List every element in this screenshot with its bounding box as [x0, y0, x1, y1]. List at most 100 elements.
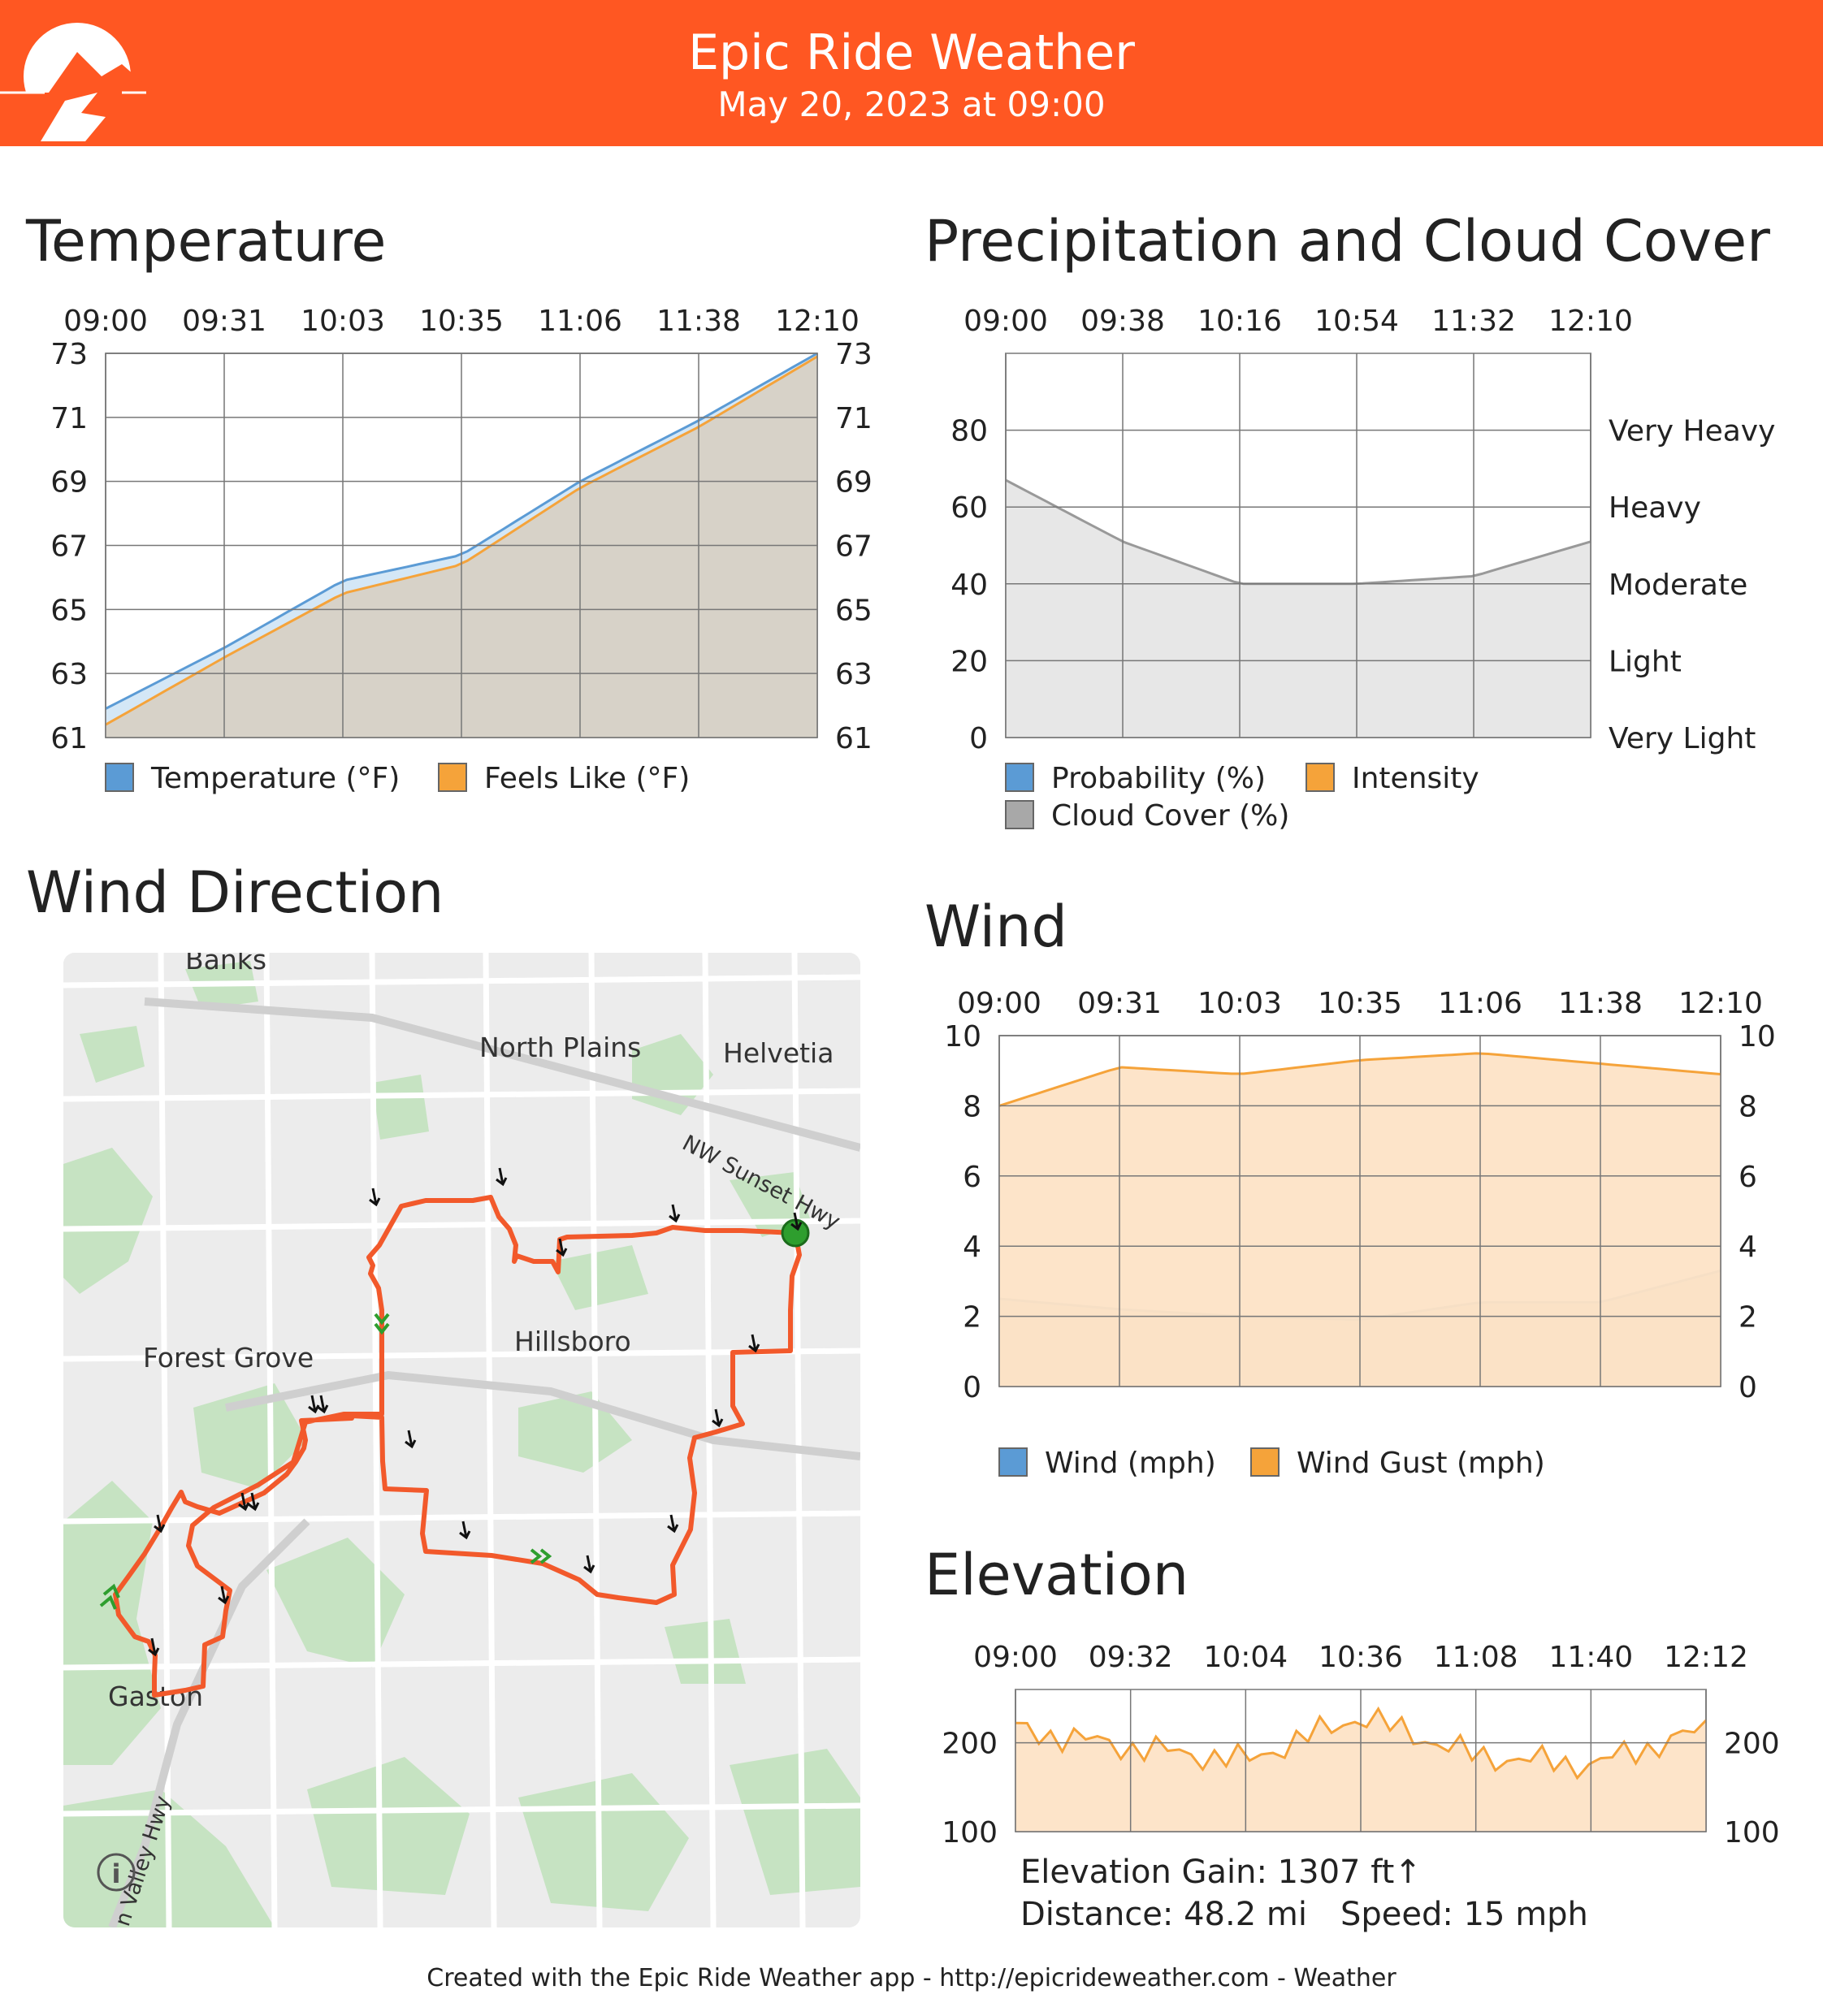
y-tick-label: 71: [50, 402, 88, 435]
map-label-banks: Banks: [185, 953, 266, 976]
x-tick-label: 10:36: [1319, 1641, 1403, 1674]
x-tick-label: 10:54: [1314, 305, 1399, 338]
logo-icon: [0, 23, 154, 141]
tailwind-chevron-icons: [99, 1313, 552, 1610]
legend-label: Wind Gust (mph): [1297, 1447, 1545, 1480]
y-tick-label: 60: [950, 491, 988, 525]
y-tick-label: 67: [50, 530, 88, 564]
x-tick-label: 12:10: [1678, 987, 1763, 1020]
legend-swatch: [1250, 1447, 1280, 1477]
wind-chart: 09:00 09:31 10:03 10:35 11:06 11:38 12:10 0 0 2 2 4…: [944, 987, 1776, 1480]
y-right-tick-label: 65: [835, 594, 873, 627]
legend-label: Cloud Cover (%): [1051, 799, 1289, 833]
footer-credit: Created with the Epic Ride Weather app -…: [427, 1964, 1396, 1992]
legend-label: Temperature (°F): [150, 762, 400, 795]
legend-swatch: [438, 763, 467, 792]
y-tick-label: 69: [50, 466, 88, 500]
y-right-label: Very Light: [1609, 722, 1756, 755]
y-tick-label: 73: [50, 338, 88, 371]
x-tick-label: 09:00: [957, 987, 1041, 1020]
x-tick-label: 09:31: [1077, 987, 1162, 1020]
y-right-label: Light: [1609, 645, 1682, 678]
legend-swatch: [1005, 763, 1034, 792]
y-right-tick-label: 4: [1739, 1231, 1757, 1264]
x-tick-label: 10:16: [1197, 305, 1282, 338]
y-tick-label: 4: [963, 1231, 981, 1264]
y-right-tick-label: 8: [1739, 1090, 1757, 1123]
temperature-title: Temperature: [26, 208, 387, 275]
route-line[interactable]: [113, 1195, 802, 1698]
x-tick-label: 12:10: [775, 305, 860, 338]
ride-speed: Speed: 15 mph: [1340, 1896, 1588, 1933]
route-map[interactable]: Banks North Plains Helvetia NW Sunset Hw…: [63, 953, 860, 1927]
x-tick-label: 10:35: [419, 305, 504, 338]
y-tick-label: 200: [942, 1728, 998, 1761]
y-tick-label: 100: [942, 1816, 998, 1849]
x-tick-label: 09:00: [963, 305, 1048, 338]
y-tick-label: 40: [950, 569, 988, 602]
y-right-tick-label: 10: [1739, 1020, 1776, 1053]
y-tick-label: 0: [963, 1371, 981, 1404]
wind-direction-title: Wind Direction: [26, 859, 444, 926]
y-right-tick-label: 100: [1724, 1816, 1780, 1849]
y-tick-label: 6: [963, 1161, 981, 1194]
x-tick-label: 09:32: [1089, 1641, 1173, 1674]
y-tick-label: 61: [50, 722, 88, 755]
y-right-tick-label: 71: [835, 402, 873, 435]
y-tick-label: 0: [969, 722, 988, 755]
legend-swatch: [998, 1447, 1028, 1477]
x-tick-label: 10:03: [1197, 987, 1282, 1020]
series-area-2: [1006, 480, 1591, 738]
x-tick-label: 09:00: [63, 305, 148, 338]
x-tick-label: 11:06: [538, 305, 622, 338]
y-right-tick-label: 200: [1724, 1728, 1780, 1761]
y-tick-label: 80: [950, 415, 988, 448]
y-right-label: Very Heavy: [1609, 415, 1775, 448]
y-right-tick-label: 69: [835, 466, 873, 500]
x-tick-label: 09:31: [182, 305, 266, 338]
x-tick-label: 10:35: [1318, 987, 1402, 1020]
wind-title: Wind: [924, 893, 1067, 960]
map-label-north-plains: North Plains: [479, 1032, 641, 1063]
x-tick-label: 09:38: [1080, 305, 1165, 338]
legend-label: Feels Like (°F): [484, 762, 690, 795]
legend-label: Intensity: [1352, 762, 1479, 795]
x-tick-label: 09:00: [973, 1641, 1058, 1674]
series-area-1: [106, 356, 817, 738]
x-tick-label: 11:38: [656, 305, 741, 338]
x-tick-label: 12:12: [1664, 1641, 1748, 1674]
ride-distance: Distance: 48.2 mi: [1020, 1896, 1307, 1933]
precipitation-title: Precipitation and Cloud Cover: [924, 208, 1770, 275]
map-label-forest-grove: Forest Grove: [143, 1342, 314, 1374]
y-tick-label: 10: [944, 1020, 981, 1053]
x-tick-label: 10:03: [301, 305, 385, 338]
map-label-helvetia: Helvetia: [723, 1037, 834, 1069]
legend-swatch: [105, 763, 134, 792]
y-right-tick-label: 67: [835, 530, 873, 564]
y-right-label: Moderate: [1609, 569, 1747, 602]
x-tick-label: 11:06: [1438, 987, 1522, 1020]
y-right-label: Heavy: [1609, 491, 1701, 525]
y-right-tick-label: 2: [1739, 1301, 1757, 1335]
elevation-chart: 09:00 09:32 10:04 10:36 11:08 11:40 12:12 100 10…: [942, 1641, 1780, 1849]
wind-arrow-icons: [148, 1167, 803, 1657]
x-tick-label: 11:38: [1558, 987, 1643, 1020]
y-tick-label: 2: [963, 1301, 981, 1335]
y-right-tick-label: 6: [1739, 1161, 1757, 1194]
elevation-gain: Elevation Gain: 1307 ft↑: [1020, 1854, 1422, 1891]
legend-label: Wind (mph): [1045, 1447, 1216, 1480]
y-right-tick-label: 73: [835, 338, 873, 371]
elevation-title: Elevation: [924, 1542, 1189, 1608]
precipitation-chart: 09:00 09:38 10:16 10:54 11:32 12:10 0 Very Ligh…: [950, 305, 1775, 833]
y-tick-label: 20: [950, 645, 988, 678]
y-right-tick-label: 0: [1739, 1371, 1757, 1404]
start-marker-icon[interactable]: [781, 1218, 810, 1248]
y-tick-label: 63: [50, 658, 88, 691]
x-tick-label: 12:10: [1548, 305, 1633, 338]
y-tick-label: 65: [50, 594, 88, 627]
legend-swatch: [1306, 763, 1335, 792]
map-label-hillsboro: Hillsboro: [514, 1326, 631, 1357]
route-map-canvas[interactable]: Banks North Plains Helvetia NW Sunset Hw…: [63, 953, 860, 1927]
x-tick-label: 11:32: [1431, 305, 1516, 338]
info-icon[interactable]: i: [97, 1853, 136, 1892]
